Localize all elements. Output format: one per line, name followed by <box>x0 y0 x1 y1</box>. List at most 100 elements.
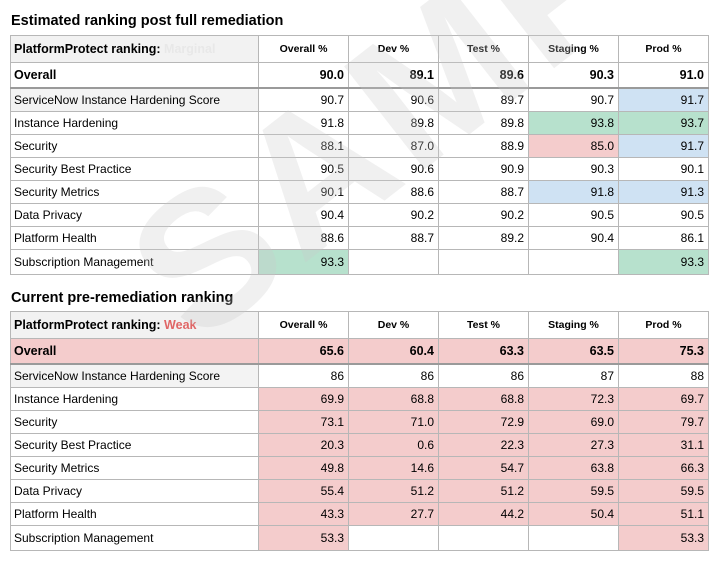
cell-staging: 59.5 <box>528 479 619 503</box>
cell-prod: 93.7 <box>618 111 709 135</box>
table-row: Security 73.1 71.0 72.9 69.0 79.7 <box>10 410 709 434</box>
table-row: Subscription Management 53.3 53.3 <box>10 525 709 551</box>
cell-dev: 90.6 <box>348 157 439 181</box>
cell-overall: 53.3 <box>258 525 349 551</box>
cell-prod: 59.5 <box>618 479 709 503</box>
cell-dev: 0.6 <box>348 433 439 457</box>
ranking-label-cell: PlatformProtect ranking: Marginal <box>10 35 259 63</box>
cell-prod: 79.7 <box>618 410 709 434</box>
cell-overall: 69.9 <box>258 387 349 411</box>
cell-overall: 65.6 <box>258 338 349 365</box>
row-label: Security Best Practice <box>10 433 259 457</box>
cell-dev: 89.8 <box>348 111 439 135</box>
cell-overall: 90.0 <box>258 62 349 89</box>
ranking-value: Weak <box>164 317 197 332</box>
cell-test: 54.7 <box>438 456 529 480</box>
cell-staging: 85.0 <box>528 134 619 158</box>
cell-staging: 87 <box>528 363 619 388</box>
row-label: Instance Hardening <box>10 387 259 411</box>
post-remediation-table: PlatformProtect ranking: Marginal Overal… <box>10 35 709 275</box>
cell-dev: 71.0 <box>348 410 439 434</box>
table-row: Data Privacy 90.4 90.2 90.2 90.5 90.5 <box>10 203 709 227</box>
cell-test: 89.6 <box>438 62 529 89</box>
col-test-header: Test % <box>438 35 529 63</box>
col-overall-header: Overall % <box>258 35 349 63</box>
cell-test: 51.2 <box>438 479 529 503</box>
cell-staging: 93.8 <box>528 111 619 135</box>
cell-prod: 69.7 <box>618 387 709 411</box>
cell-overall: 90.1 <box>258 180 349 204</box>
row-label: Security Metrics <box>10 180 259 204</box>
cell-overall: 90.4 <box>258 203 349 227</box>
cell-staging: 91.8 <box>528 180 619 204</box>
cell-dev: 88.6 <box>348 180 439 204</box>
table-row: Instance Hardening 69.9 68.8 68.8 72.3 69.7 <box>10 387 709 411</box>
overall-row: Overall 65.6 60.4 63.3 63.5 75.3 <box>10 338 709 365</box>
col-dev-header: Dev % <box>348 311 439 339</box>
table-row: Security Best Practice 20.3 0.6 22.3 27.3 31.… <box>10 433 709 457</box>
cell-overall: 91.8 <box>258 111 349 135</box>
cell-test <box>438 249 529 275</box>
row-label: ServiceNow Instance Hardening Score <box>10 363 259 388</box>
table-row: Data Privacy 55.4 51.2 51.2 59.5 59.5 <box>10 479 709 503</box>
col-overall-header: Overall % <box>258 311 349 339</box>
cell-test: 89.7 <box>438 87 529 112</box>
cell-prod: 31.1 <box>618 433 709 457</box>
cell-staging: 90.5 <box>528 203 619 227</box>
cell-prod: 91.3 <box>618 180 709 204</box>
cell-prod: 90.5 <box>618 203 709 227</box>
cell-test: 44.2 <box>438 502 529 526</box>
cell-test: 89.8 <box>438 111 529 135</box>
cell-test: 86 <box>438 363 529 388</box>
cell-dev: 68.8 <box>348 387 439 411</box>
cell-test: 63.3 <box>438 338 529 365</box>
cell-overall: 90.7 <box>258 87 349 112</box>
post-section-title: Estimated ranking post full remediation <box>11 13 284 29</box>
ranking-label-cell: PlatformProtect ranking: Weak <box>10 311 259 339</box>
cell-staging: 63.8 <box>528 456 619 480</box>
cell-prod: 66.3 <box>618 456 709 480</box>
cell-test: 88.7 <box>438 180 529 204</box>
cell-test: 88.9 <box>438 134 529 158</box>
table-row: Security Metrics 49.8 14.6 54.7 63.8 66.3 <box>10 456 709 480</box>
cell-dev: 60.4 <box>348 338 439 365</box>
row-label: Security <box>10 410 259 434</box>
cell-prod: 86.1 <box>618 226 709 250</box>
cell-overall: 86 <box>258 363 349 388</box>
col-prod-header: Prod % <box>618 311 709 339</box>
cell-dev: 14.6 <box>348 456 439 480</box>
cell-overall: 90.5 <box>258 157 349 181</box>
row-label: Security Best Practice <box>10 157 259 181</box>
col-test-header: Test % <box>438 311 529 339</box>
cell-prod: 88 <box>618 363 709 388</box>
cell-overall: 73.1 <box>258 410 349 434</box>
cell-staging: 90.3 <box>528 157 619 181</box>
pre-section-title: Current pre-remediation ranking <box>11 290 234 306</box>
cell-test <box>438 525 529 551</box>
table-row: Security 88.1 87.0 88.9 85.0 91.7 <box>10 134 709 158</box>
cell-test: 22.3 <box>438 433 529 457</box>
row-label: Subscription Management <box>10 249 259 275</box>
cell-staging: 90.4 <box>528 226 619 250</box>
row-label: Platform Health <box>10 502 259 526</box>
cell-prod: 91.7 <box>618 134 709 158</box>
cell-dev: 90.2 <box>348 203 439 227</box>
cell-dev: 86 <box>348 363 439 388</box>
cell-overall: 88.1 <box>258 134 349 158</box>
cell-dev <box>348 249 439 275</box>
row-label: Overall <box>10 62 259 89</box>
col-prod-header: Prod % <box>618 35 709 63</box>
cell-test: 90.2 <box>438 203 529 227</box>
cell-dev: 88.7 <box>348 226 439 250</box>
table-row: Subscription Management 93.3 93.3 <box>10 249 709 275</box>
col-staging-header: Staging % <box>528 311 619 339</box>
row-label: Overall <box>10 338 259 365</box>
cell-overall: 88.6 <box>258 226 349 250</box>
cell-staging: 50.4 <box>528 502 619 526</box>
cell-test: 90.9 <box>438 157 529 181</box>
cell-test: 89.2 <box>438 226 529 250</box>
table-row: Security Best Practice 90.5 90.6 90.9 90.3 90… <box>10 157 709 181</box>
table-header-row: PlatformProtect ranking: Weak Overall % … <box>10 311 709 339</box>
cell-dev: 51.2 <box>348 479 439 503</box>
cell-dev <box>348 525 439 551</box>
